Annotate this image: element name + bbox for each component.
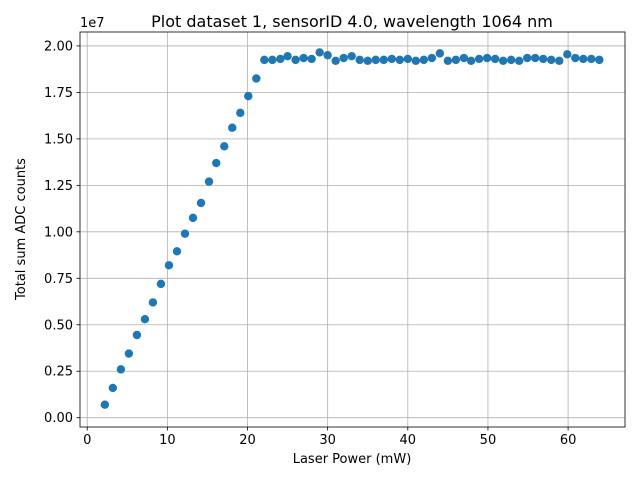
data-point (587, 54, 596, 64)
data-point (315, 48, 324, 57)
x-tick-label: 50 (480, 433, 497, 448)
data-point (299, 53, 308, 63)
data-point (355, 55, 364, 65)
x-axis-ticks: 0 10 20 30 40 50 60 (83, 427, 576, 448)
data-point (156, 279, 166, 289)
data-point (387, 54, 396, 64)
data-point (451, 55, 461, 65)
data-point (283, 51, 292, 61)
data-point (188, 213, 198, 223)
data-point (260, 55, 269, 65)
data-point (236, 108, 245, 118)
x-tick-label: 40 (400, 433, 417, 448)
data-point (466, 56, 476, 66)
y-tick-label: 0.75 (44, 272, 73, 287)
data-point (116, 365, 126, 374)
data-point (435, 49, 445, 58)
data-point (212, 158, 221, 168)
data-point (244, 91, 253, 101)
data-point (531, 53, 540, 63)
data-point (124, 349, 134, 358)
data-point (108, 383, 118, 393)
data-point (164, 261, 174, 270)
y-axis-ticks: 0.00 0.25 0.50 0.75 1.00 1.25 1.50 1.75 2.00 (44, 39, 80, 426)
data-point (474, 54, 484, 64)
data-points (100, 48, 604, 409)
y-tick-label: 2.00 (44, 39, 73, 54)
y-tick-label: 0.00 (44, 411, 73, 426)
x-tick-label: 20 (239, 433, 256, 448)
data-point (403, 54, 413, 64)
data-point (132, 330, 142, 340)
data-point (204, 177, 214, 186)
data-point (100, 400, 110, 409)
data-point (427, 53, 437, 63)
y-tick-label: 1.25 (44, 179, 73, 194)
data-point (571, 53, 580, 63)
data-point (539, 54, 548, 64)
x-axis-label: Laser Power (mW) (293, 452, 412, 467)
data-point (506, 55, 516, 65)
data-point (563, 50, 572, 59)
data-point (395, 55, 404, 65)
data-point (490, 54, 500, 64)
data-point (419, 55, 429, 65)
data-point (140, 314, 150, 324)
data-point (459, 53, 469, 63)
y-tick-label: 1.00 (44, 225, 73, 240)
data-point (339, 53, 348, 63)
data-point (276, 54, 285, 64)
data-point (252, 74, 261, 83)
data-point (547, 55, 556, 65)
data-point (523, 53, 532, 63)
data-point (172, 247, 182, 256)
data-point (443, 56, 453, 66)
data-point (220, 142, 229, 151)
x-tick-label: 60 (560, 433, 577, 448)
plot-frame (79, 31, 626, 428)
data-point (228, 123, 237, 132)
data-point (363, 56, 372, 66)
data-point (579, 54, 588, 64)
data-point (148, 298, 158, 307)
x-tick-label: 30 (319, 433, 336, 448)
y-tick-label: 1.75 (44, 86, 73, 101)
chart-title: Plot dataset 1, sensorID 4.0, wavelength… (151, 12, 553, 31)
data-point (371, 55, 380, 65)
data-point (323, 51, 332, 60)
data-point (555, 56, 564, 66)
y-axis-offset-label: 1e7 (80, 16, 105, 31)
y-tick-label: 1.50 (44, 132, 73, 147)
y-tick-label: 0.50 (44, 318, 73, 333)
data-point (268, 55, 277, 65)
data-point (196, 198, 206, 208)
grid (80, 32, 625, 427)
data-point (331, 56, 340, 66)
x-tick-label: 10 (159, 433, 176, 448)
y-tick-label: 0.25 (44, 365, 73, 380)
y-axis-label: Total sum ADC counts (14, 158, 29, 301)
data-point (498, 56, 508, 66)
data-point (307, 54, 316, 64)
data-point (291, 55, 300, 65)
data-point (515, 56, 524, 66)
data-point (595, 55, 604, 65)
data-point (180, 229, 190, 238)
data-point (347, 51, 356, 61)
data-point (411, 56, 421, 66)
data-point (482, 53, 492, 63)
x-tick-label: 0 (83, 433, 91, 448)
data-point (379, 55, 388, 65)
